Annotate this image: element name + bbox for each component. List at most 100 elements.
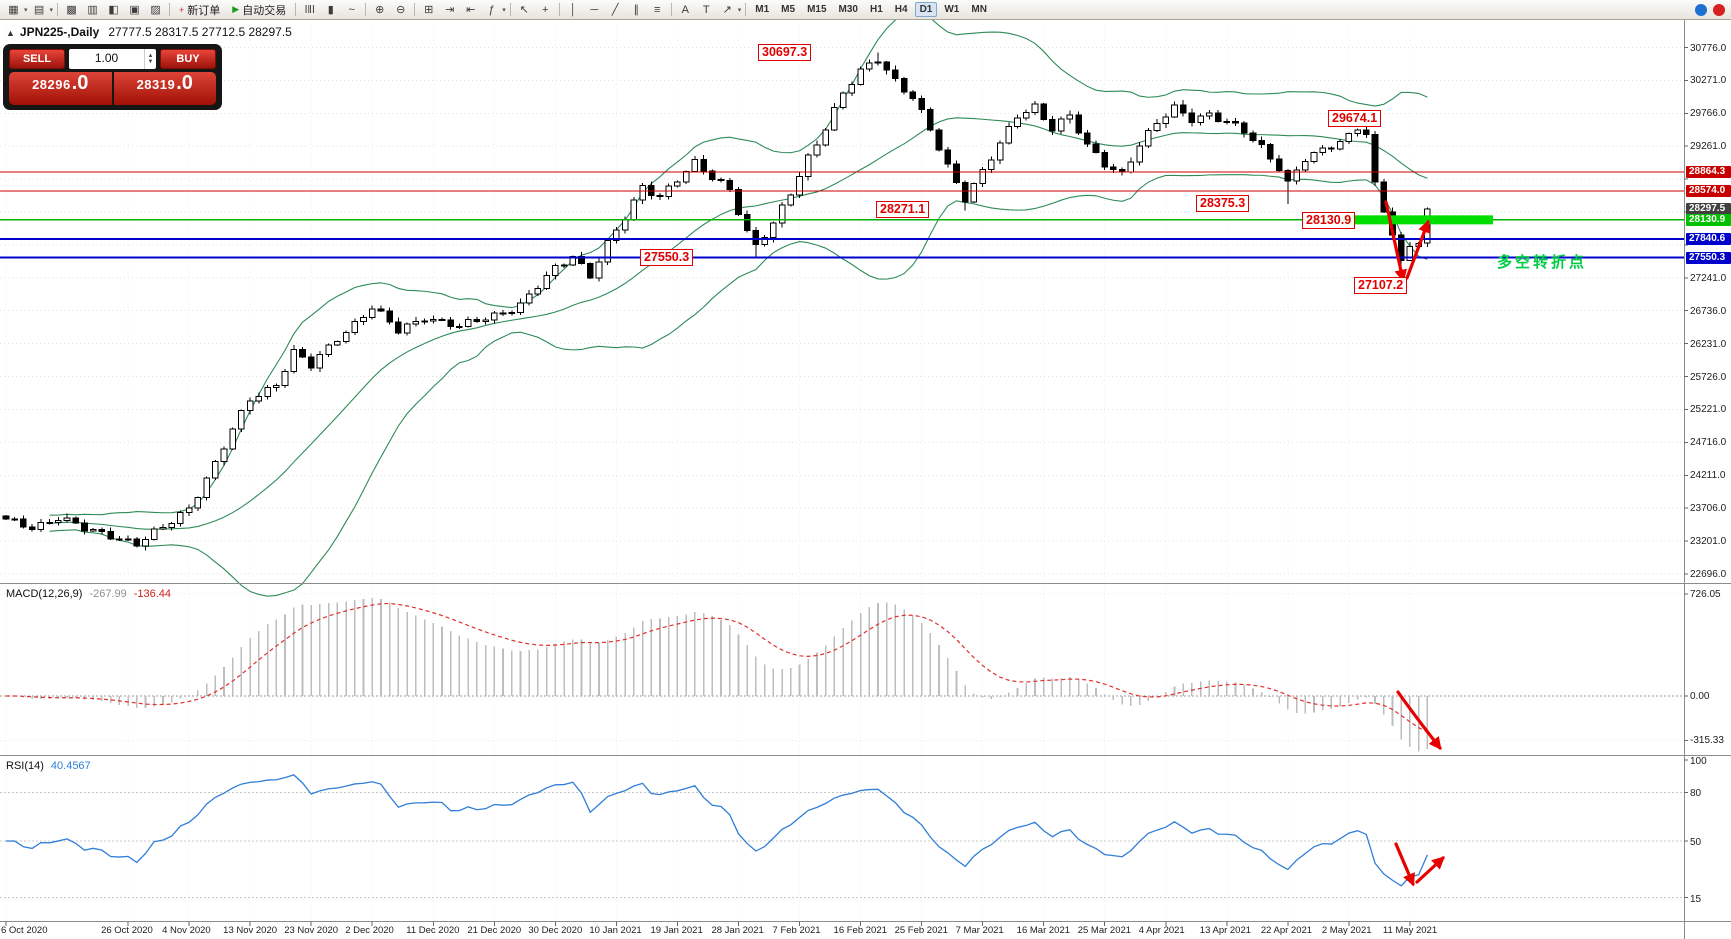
macd-name: MACD(12,26,9) [6,588,83,600]
macd-signal-line [5,602,1428,733]
rsi-name: RSI(14) [6,760,44,772]
community-icon[interactable] [1695,3,1707,16]
zoom-out-icon[interactable]: ⊖ [396,4,406,16]
auto-trading-button-label: 自动交易 [242,4,287,17]
buy-price-dec: .0 [176,72,193,94]
timeframe-button-d1[interactable]: D1 [914,2,938,17]
support-zone-bar[interactable] [1342,215,1493,225]
crosshair-icon[interactable]: + [542,3,549,16]
crash-arrow-up[interactable] [1405,219,1431,280]
rsi-line [5,774,1428,887]
vertical-line-icon[interactable]: │ [569,3,577,16]
macd-value-1: -267.99 [89,588,127,600]
rsi-arrow-up[interactable] [1415,856,1445,884]
horizontal-line-icon[interactable]: ─ [590,3,599,16]
panel-borders [0,20,1731,939]
macd-histogram [13,598,1429,752]
bollinger-upper-band [49,10,1428,516]
toolbar-separator [365,3,367,16]
auto-trading-button[interactable]: ▶ 自动交易 [227,1,291,18]
toolbar-separator [414,3,416,16]
data-window-icon[interactable]: ▥ [87,4,98,16]
toolbar-separator [509,3,511,16]
auto-scroll-icon[interactable]: ⇥ [445,4,455,16]
volume-value[interactable]: 1.00 [94,51,119,65]
volume-up-icon[interactable]: ▲ [147,53,154,59]
trendline-icon[interactable]: ╱ [611,4,619,16]
toolbar-separator [57,3,59,16]
strategy-tester-icon[interactable]: ▨ [150,4,161,16]
toolbar: ▦ ▾ ▤ ▾ ▩ ▥ ◧ ▣ ▨ + 新订单 ▶ 自动交易 ǀǁǀ ▮ ~ ⊕ ⊖ ⊞ ⇥ ⇤ ƒ ▾ ↖ + │ ─ ╱ ∥ ≡ A T ↗… [0,0,1731,20]
indicators-icon[interactable]: ƒ [488,3,495,16]
toolbar-separator [295,3,297,16]
time-scale[interactable] [0,923,1684,939]
toolbar-separator [558,3,560,16]
timeframe-button-h4[interactable]: H4 [894,4,908,15]
grid [0,20,1684,921]
buy-button[interactable]: BUY [160,49,216,69]
dropdown-caret-icon[interactable]: ▾ [737,6,742,14]
navigator-icon[interactable]: ◧ [108,4,119,16]
timeframe-button-w1[interactable]: W1 [944,4,960,15]
volume-field[interactable]: 1.00 ▲ ▼ [69,49,156,69]
dropdown-caret-icon[interactable]: ▾ [24,6,28,14]
terminal-icon[interactable]: ▣ [129,4,140,16]
auto-trading-button-icon: ▶ [232,4,240,14]
fibonacci-icon[interactable]: ≡ [654,3,661,16]
candlestick-icon[interactable]: ▮ [327,4,334,16]
bar-chart-icon[interactable]: ǀǁǀ [304,3,315,16]
toolbar-separator [670,3,672,16]
macd-indicator-label: MACD(12,26,9) -267.99 -136.44 [6,588,171,600]
timeframe-button-h1[interactable]: H1 [869,4,883,15]
market-watch-icon[interactable]: ▩ [66,4,77,16]
macd-value-2: -136.44 [133,588,172,600]
sell-price-tile[interactable]: 28296.0 [9,72,112,105]
toolbar-separator [169,3,171,16]
timeframe-button-m5[interactable]: M5 [781,4,796,15]
dropdown-caret-icon[interactable]: ▾ [502,6,506,14]
zoom-in-icon[interactable]: ⊕ [375,4,385,16]
dropdown-caret-icon[interactable]: ▾ [49,6,54,14]
chart-symbol-title: JPN225-,Daily [19,25,100,39]
new-order-button[interactable]: + 新订单 [174,1,225,18]
line-chart-icon[interactable]: ~ [348,3,355,16]
equidistant-channel-icon[interactable]: ∥ [633,4,639,16]
chart-shift-icon[interactable]: ⇤ [466,4,476,16]
profiles-icon[interactable]: ▤ [33,4,45,16]
macd-arrow[interactable] [1396,690,1442,751]
rsi-indicator-label: RSI(14) 40.4567 [6,760,91,772]
text-label-icon[interactable]: T [702,3,710,16]
toolbar-separator [745,3,747,16]
timeframe-button-m1[interactable]: M1 [755,4,770,15]
new-order-button-icon: + [179,4,185,15]
buy-price-int: 28319 [136,77,176,92]
timeframe-button-m30[interactable]: M30 [838,4,858,15]
candles [2,52,1431,551]
timeframe-button-mn[interactable]: MN [971,4,987,15]
timeframe-button-m15[interactable]: M15 [807,4,827,15]
sell-price-int: 28296 [32,77,71,92]
volume-stepper[interactable]: ▲ ▼ [144,49,156,69]
text-icon[interactable]: A [681,3,689,16]
tile-windows-icon[interactable]: ⊞ [424,4,434,16]
new-order-button-label: 新订单 [187,4,221,17]
live-update-icon[interactable] [1713,3,1725,16]
cursor-icon[interactable]: ↖ [519,4,529,16]
sell-price-dec: .0 [71,72,89,94]
turning-point-annotation[interactable]: 多空转折点 [1497,254,1588,271]
new-chart-icon[interactable]: ▦ [8,4,19,16]
ohlc-values: 27777.5 28317.5 27712.5 28297.5 [108,25,292,39]
symbol-ohlc-header: ▲ JPN225-,Daily 27777.5 28317.5 27712.5 28… [6,25,292,39]
buy-price-tile[interactable]: 28319.0 [113,72,216,105]
bollinger-lower-band [49,174,1428,597]
arrows-icon[interactable]: ↗ [722,4,732,16]
one-click-toggle-icon[interactable]: ▲ [6,28,15,38]
sell-button[interactable]: SELL [9,49,65,69]
one-click-trading-panel: SELL 1.00 ▲ ▼ BUY 28296.0 28319.0 [3,44,222,110]
volume-down-icon[interactable]: ▼ [147,59,154,65]
price-scale[interactable] [1686,20,1731,939]
rsi-arrow-down[interactable] [1394,842,1415,887]
crash-arrow-down[interactable] [1384,200,1408,283]
